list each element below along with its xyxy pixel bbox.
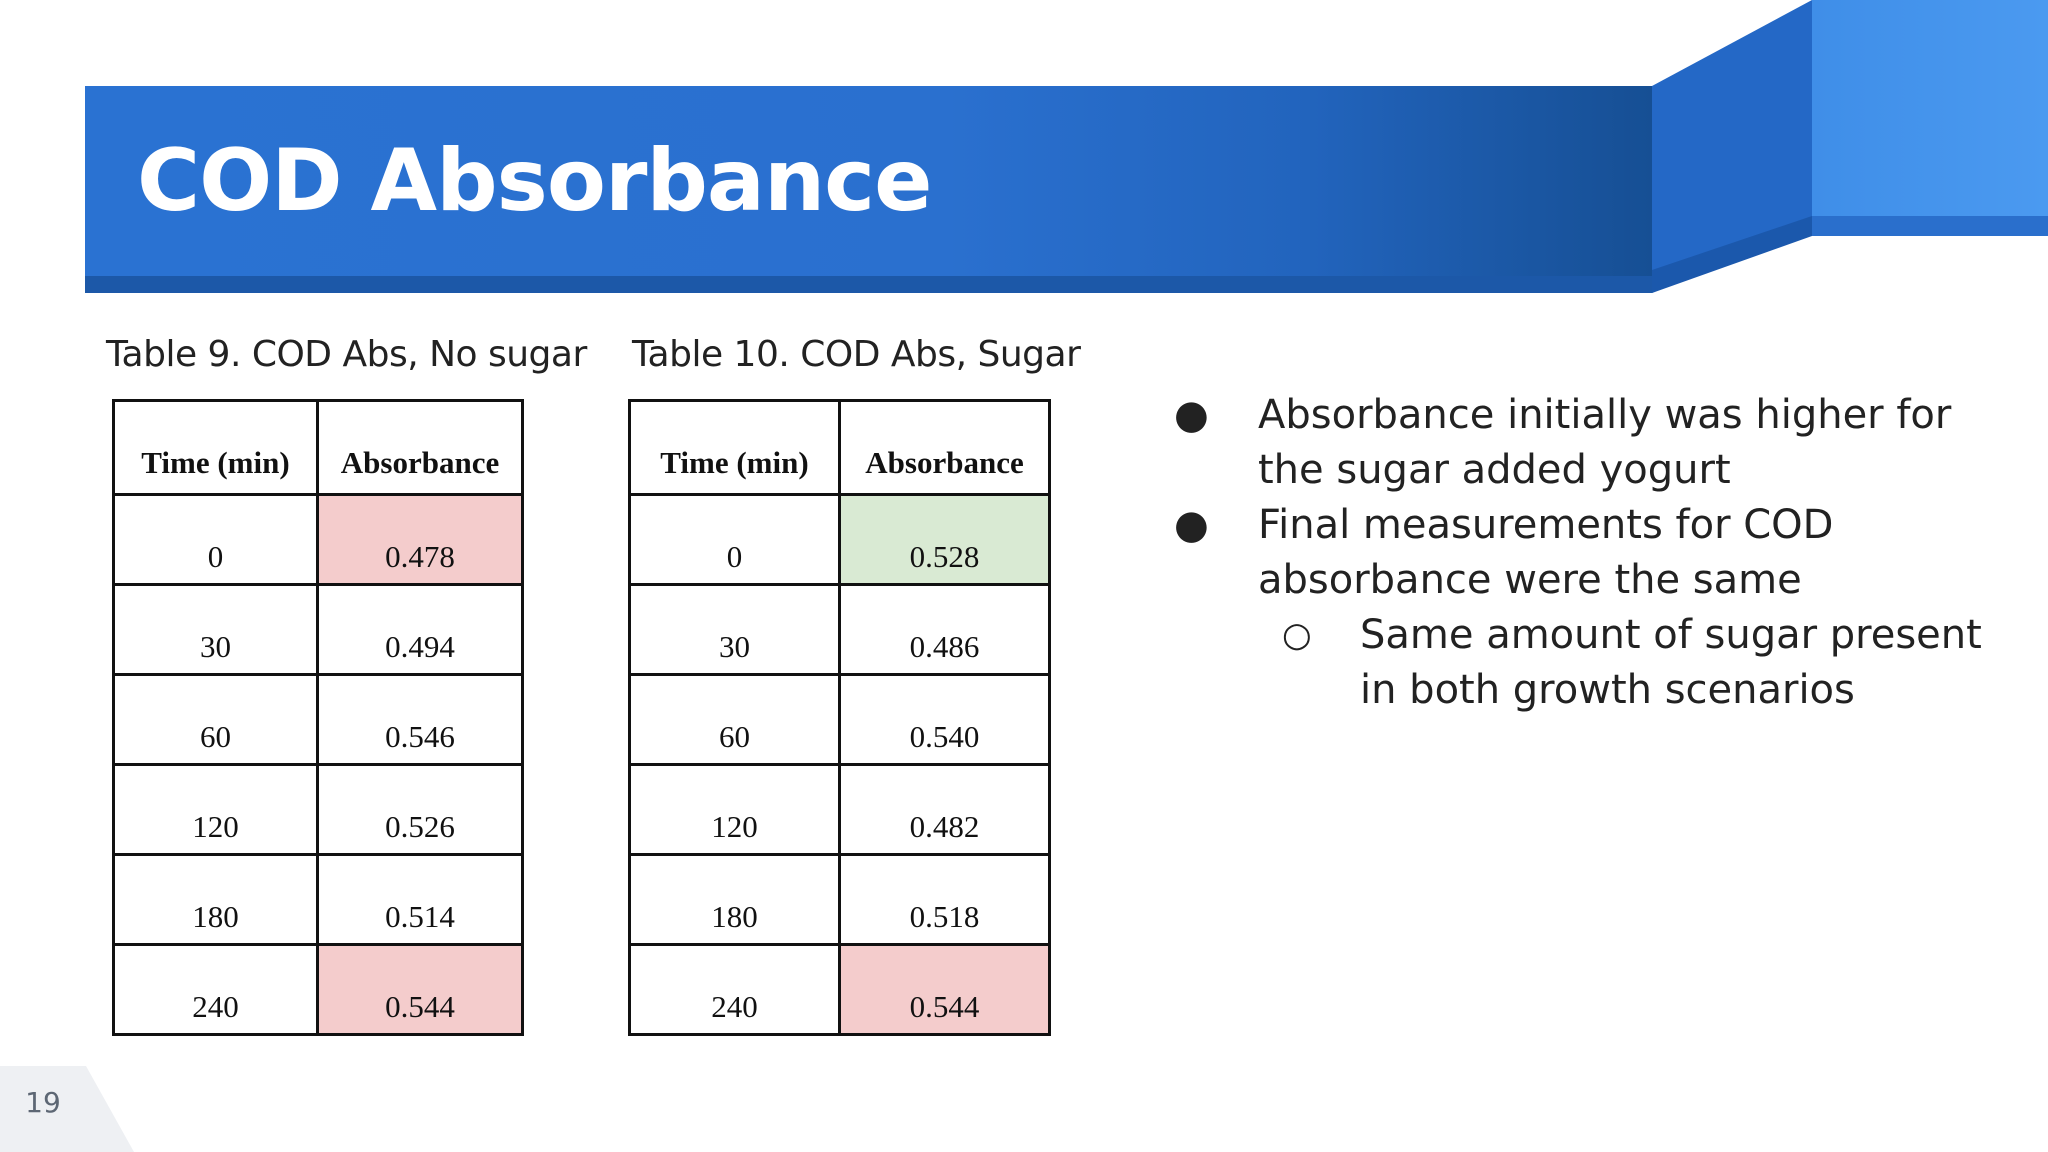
time-cell: 120 [628, 763, 841, 856]
sub-bullet-item: ○ Same amount of sugar present in both gro… [1170, 608, 2030, 718]
time-cell: 30 [112, 583, 319, 676]
absorbance-cell: 0.544 [316, 943, 524, 1036]
page-number: 19 [25, 1086, 61, 1119]
table-row: 0 0.528 [628, 493, 1051, 586]
header-absorbance: Absorbance [316, 399, 524, 496]
table1-body: 0 0.478 30 0.494 60 0.546 120 0.526 180 0.514 240 0… [112, 493, 524, 1036]
title-banner [85, 86, 1652, 293]
bullet-text-line: in both growth scenarios [1360, 667, 1855, 713]
table2-body: 0 0.528 30 0.486 60 0.540 120 0.482 180 0.518 240 0… [628, 493, 1051, 1036]
absorbance-cell: 0.518 [838, 853, 1051, 946]
table-row: 120 0.482 [628, 763, 1051, 856]
table-row: 240 0.544 [628, 943, 1051, 1036]
table-row: 180 0.518 [628, 853, 1051, 946]
table-header-row: Time (min) Absorbance [628, 399, 1051, 496]
bullet-list: ● Absorbance initially was higher for the … [1170, 388, 2030, 718]
table-header-row: Time (min) Absorbance [112, 399, 524, 496]
bullet-text-line: Absorbance initially was higher for [1258, 392, 1952, 438]
time-cell: 180 [112, 853, 319, 946]
absorbance-cell: 0.528 [838, 493, 1051, 586]
bullet-item: ● Absorbance initially was higher for the … [1170, 388, 2030, 498]
absorbance-cell: 0.494 [316, 583, 524, 676]
header-absorbance: Absorbance [838, 399, 1051, 496]
bullet-text-line: Final measurements for COD [1258, 502, 1834, 548]
table-row: 120 0.526 [112, 763, 524, 856]
absorbance-cell: 0.482 [838, 763, 1051, 856]
table1-caption: Table 9. COD Abs, No sugar [106, 334, 587, 375]
time-cell: 60 [628, 673, 841, 766]
table-row: 240 0.544 [112, 943, 524, 1036]
ribbon-decoration [1652, 0, 2048, 293]
absorbance-cell: 0.526 [316, 763, 524, 856]
table-row: 180 0.514 [112, 853, 524, 946]
absorbance-cell: 0.486 [838, 583, 1051, 676]
bullet-text-line: absorbance were the same [1258, 557, 1802, 603]
table-row: 30 0.486 [628, 583, 1051, 676]
bullet-icon: ● [1174, 392, 1209, 438]
page-number-tab [0, 1066, 134, 1152]
table-row: 60 0.540 [628, 673, 1051, 766]
absorbance-cell: 0.514 [316, 853, 524, 946]
table-sugar: Time (min) Absorbance 0 0.528 30 0.486 60 0.5… [628, 399, 1051, 1036]
time-cell: 0 [112, 493, 319, 586]
absorbance-cell: 0.544 [838, 943, 1051, 1036]
bullet-text-line: Same amount of sugar present [1360, 612, 1982, 658]
title-banner-strip [85, 276, 1652, 293]
time-cell: 0 [628, 493, 841, 586]
absorbance-cell: 0.546 [316, 673, 524, 766]
time-cell: 30 [628, 583, 841, 676]
bullet-icon: ● [1174, 502, 1209, 548]
slide-title: COD Absorbance [137, 131, 932, 231]
time-cell: 120 [112, 763, 319, 856]
table-no-sugar: Time (min) Absorbance 0 0.478 30 0.494 60 0.5… [112, 399, 524, 1036]
table2-caption: Table 10. COD Abs, Sugar [632, 334, 1081, 375]
time-cell: 240 [628, 943, 841, 1036]
header-time: Time (min) [112, 399, 319, 496]
header-time: Time (min) [628, 399, 841, 496]
time-cell: 240 [112, 943, 319, 1036]
table-row: 60 0.546 [112, 673, 524, 766]
absorbance-cell: 0.540 [838, 673, 1051, 766]
time-cell: 60 [112, 673, 319, 766]
hollow-bullet-icon: ○ [1282, 615, 1312, 655]
absorbance-cell: 0.478 [316, 493, 524, 586]
table-row: 0 0.478 [112, 493, 524, 586]
time-cell: 180 [628, 853, 841, 946]
bullet-item: ● Final measurements for COD absorbance we… [1170, 498, 2030, 608]
bullet-text-line: the sugar added yogurt [1258, 447, 1731, 493]
table-row: 30 0.494 [112, 583, 524, 676]
